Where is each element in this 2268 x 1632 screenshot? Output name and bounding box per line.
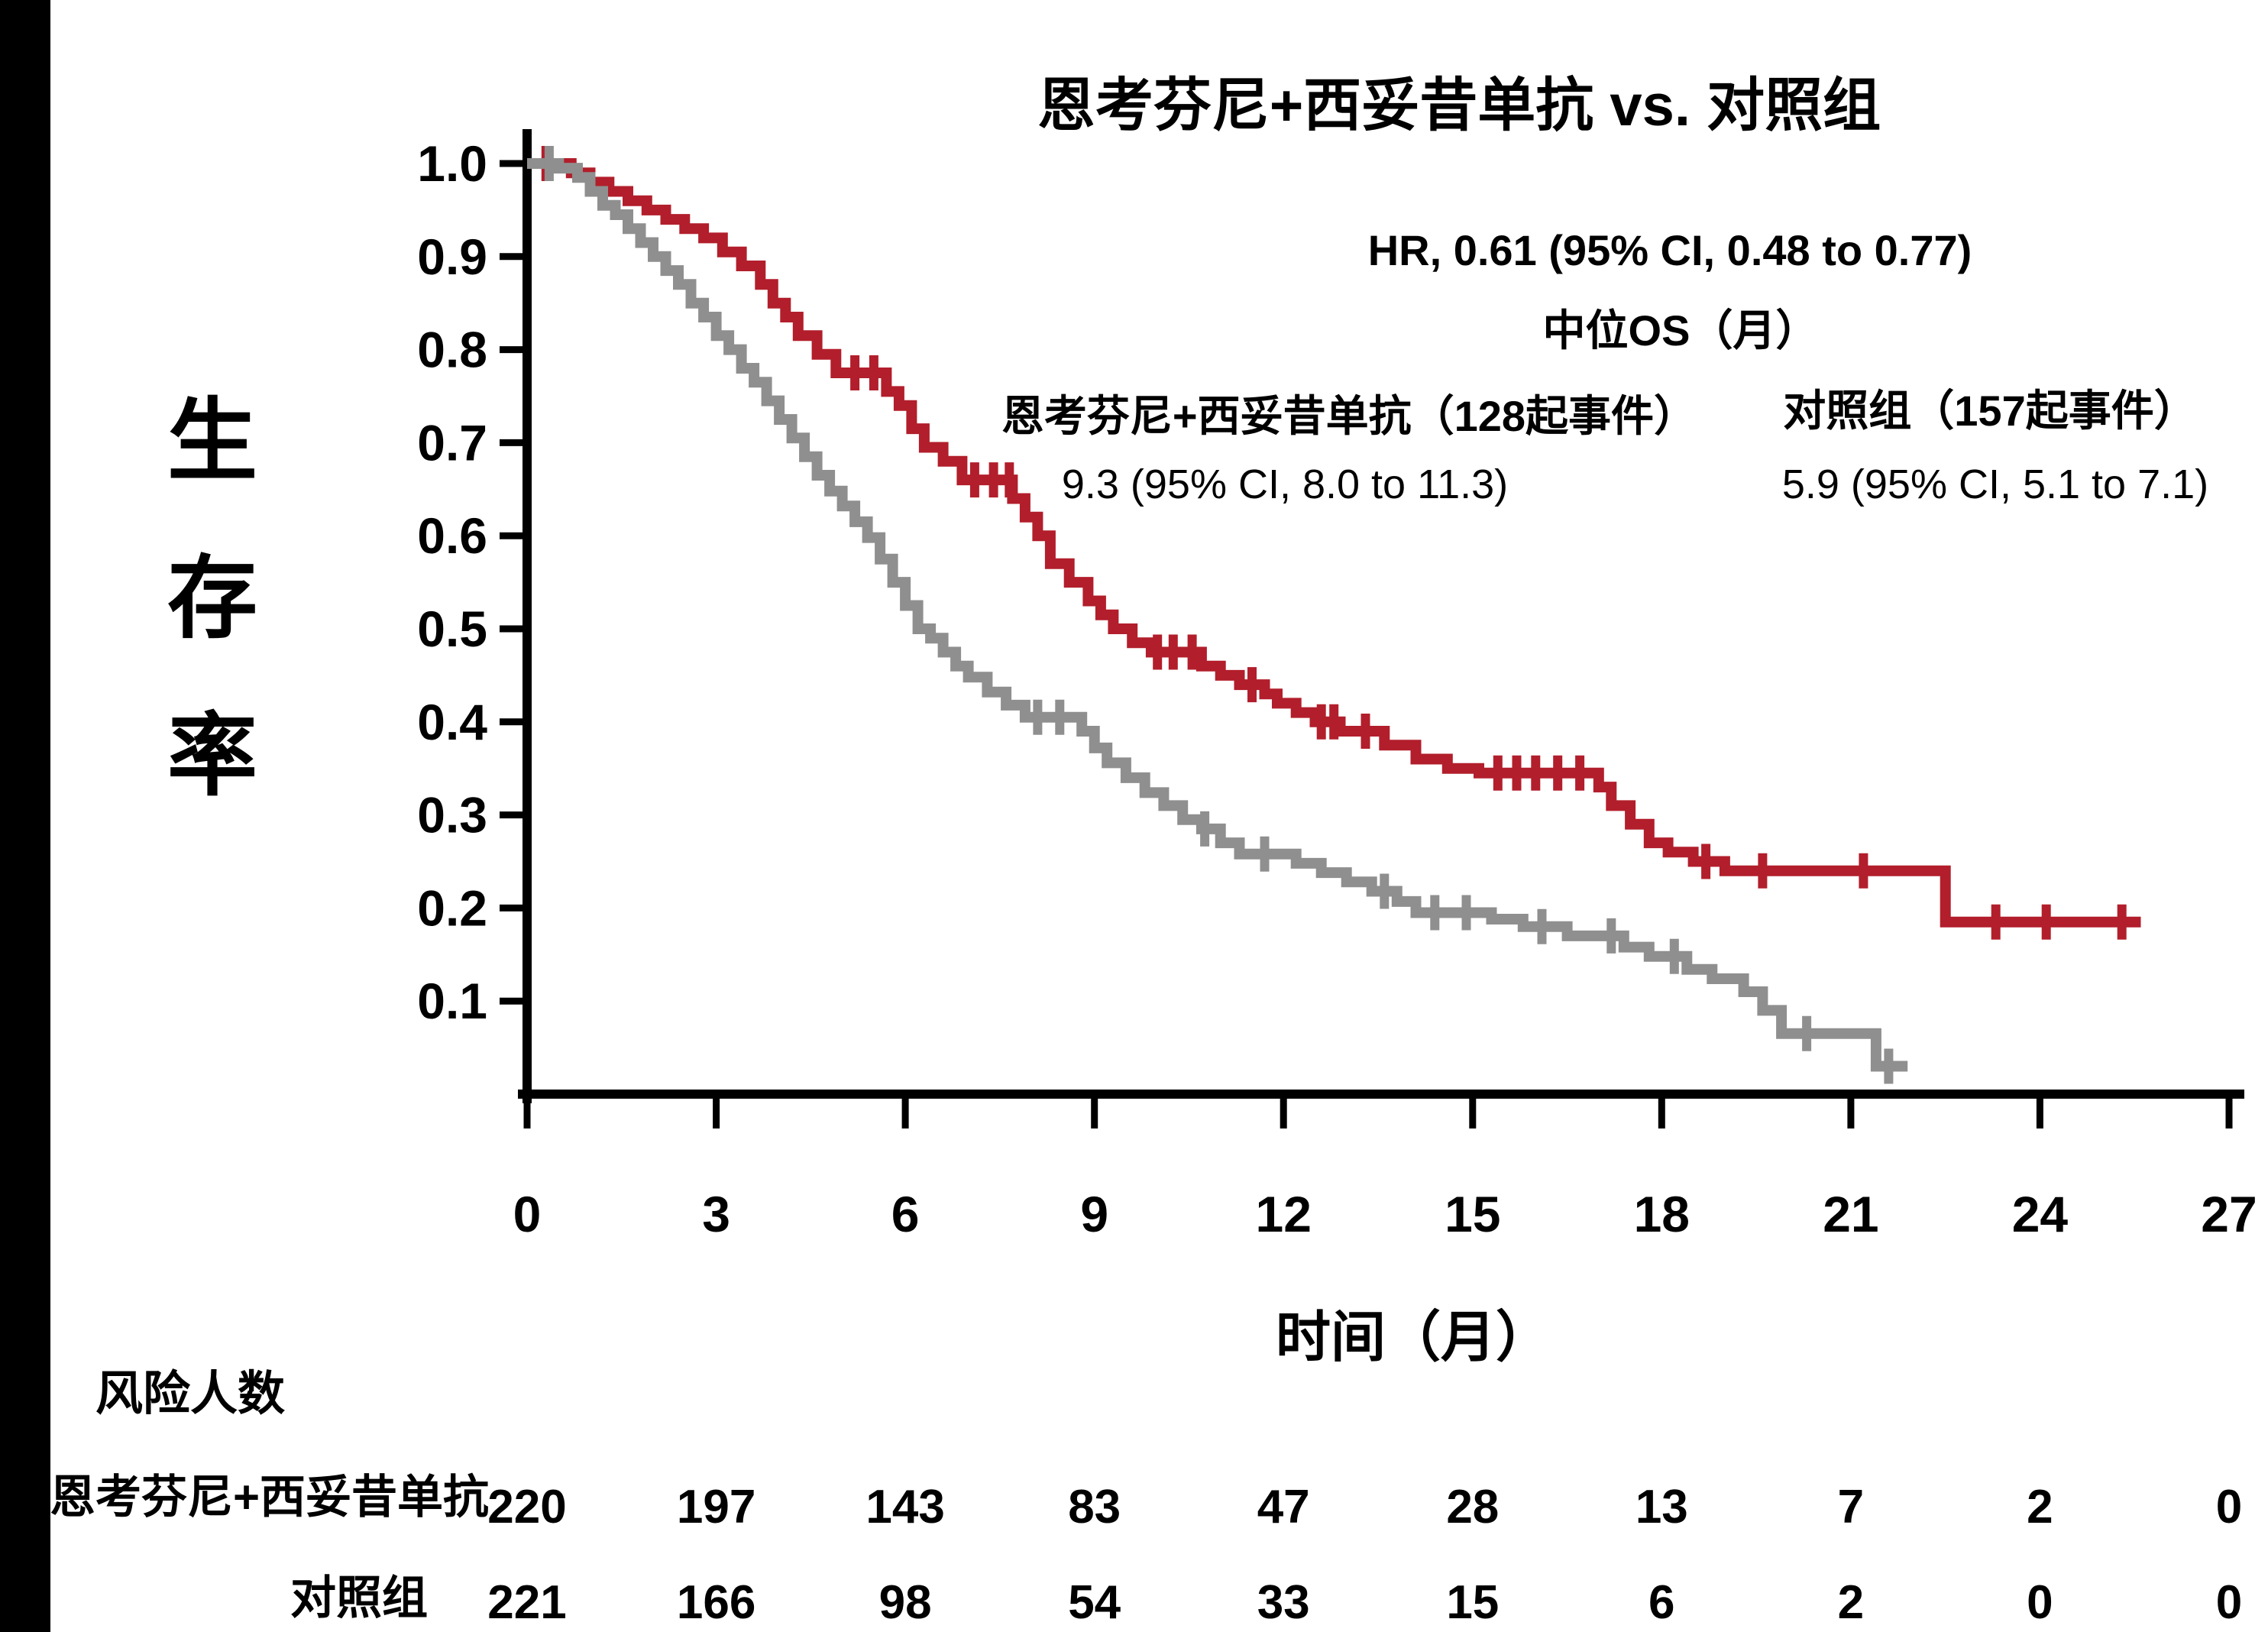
- y-tick-label: 0.7: [417, 414, 487, 471]
- x-tick-label: 12: [1255, 1186, 1311, 1242]
- x-tick-label: 3: [702, 1186, 730, 1242]
- risk-count: 33: [1257, 1576, 1310, 1629]
- group2-events-label: 对照组（157起事件）: [1783, 387, 2196, 435]
- x-tick-label: 27: [2201, 1186, 2257, 1242]
- y-tick-label: 0.5: [417, 601, 487, 657]
- risk-count: 15: [1446, 1576, 1499, 1629]
- risk-count: 47: [1257, 1481, 1310, 1533]
- risk-count: 197: [677, 1481, 755, 1533]
- risk-count: 221: [487, 1576, 566, 1629]
- y-tick-label: 0.4: [417, 694, 487, 750]
- group1-median-value: 9.3 (95% CI, 8.0 to 11.3): [1062, 461, 1508, 507]
- risk-count: 6: [1648, 1576, 1674, 1629]
- x-tick-label: 21: [1823, 1186, 1878, 1242]
- risk-count: 13: [1635, 1481, 1688, 1533]
- risk-count: 2: [2027, 1481, 2053, 1533]
- risk-count: 166: [677, 1576, 755, 1629]
- risk-count: 0: [2216, 1481, 2242, 1533]
- risk-count: 98: [879, 1576, 932, 1629]
- survival-curve-treatment: [527, 158, 2141, 928]
- group2-median-value: 5.9 (95% CI, 5.1 to 7.1): [1782, 461, 2208, 507]
- x-tick-label: 9: [1080, 1186, 1108, 1242]
- x-tick-label: 24: [2012, 1186, 2069, 1242]
- median-os-header: 中位OS（月）: [1543, 306, 1819, 355]
- hr-annotation: HR, 0.61 (95% CI, 0.48 to 0.77): [1368, 226, 1972, 274]
- x-tick-label: 6: [891, 1186, 920, 1242]
- risk-count: 2: [1838, 1576, 1864, 1629]
- group1-events-label: 恩考芬尼+西妥昔单抗（128起事件）: [1001, 392, 1697, 440]
- y-axis-title-char: 生: [167, 391, 257, 492]
- chart-title: 恩考芬尼+西妥昔单抗 vs. 对照组: [1037, 73, 1881, 138]
- risk-count: 143: [865, 1481, 944, 1533]
- y-axis-title-char: 存: [167, 549, 257, 649]
- risk-count: 83: [1068, 1481, 1121, 1533]
- y-tick-label: 0.3: [417, 787, 487, 844]
- risk-count: 0: [2027, 1576, 2053, 1629]
- left-black-bar: [0, 0, 50, 1632]
- y-tick-label: 0.6: [417, 507, 487, 564]
- risk-count: 220: [487, 1481, 566, 1533]
- x-tick-label: 18: [1634, 1186, 1690, 1242]
- y-tick-label: 0.9: [417, 228, 487, 285]
- censor-marks-control: [544, 146, 1894, 1084]
- risk-count: 28: [1446, 1481, 1499, 1533]
- y-tick-label: 0.2: [417, 879, 487, 936]
- risk-count: 7: [1838, 1481, 1864, 1533]
- risk-row-label-control: 对照组: [290, 1572, 428, 1624]
- risk-count: 54: [1068, 1576, 1121, 1629]
- risk-row-label-treatment: 恩考芬尼+西妥昔单抗: [50, 1472, 489, 1523]
- y-axis-title-char: 率: [167, 706, 257, 807]
- x-tick-label: 15: [1445, 1186, 1500, 1242]
- risk-count: 0: [2216, 1576, 2242, 1629]
- y-tick-label: 1.0: [417, 135, 487, 192]
- x-axis-title: 时间（月）: [1276, 1307, 1551, 1368]
- y-tick-label: 0.1: [417, 973, 487, 1029]
- y-tick-label: 0.8: [417, 322, 487, 378]
- risk-table-header: 风险人数: [95, 1368, 285, 1420]
- survival-curve-control: [527, 158, 1908, 1072]
- x-tick-label: 0: [513, 1186, 542, 1242]
